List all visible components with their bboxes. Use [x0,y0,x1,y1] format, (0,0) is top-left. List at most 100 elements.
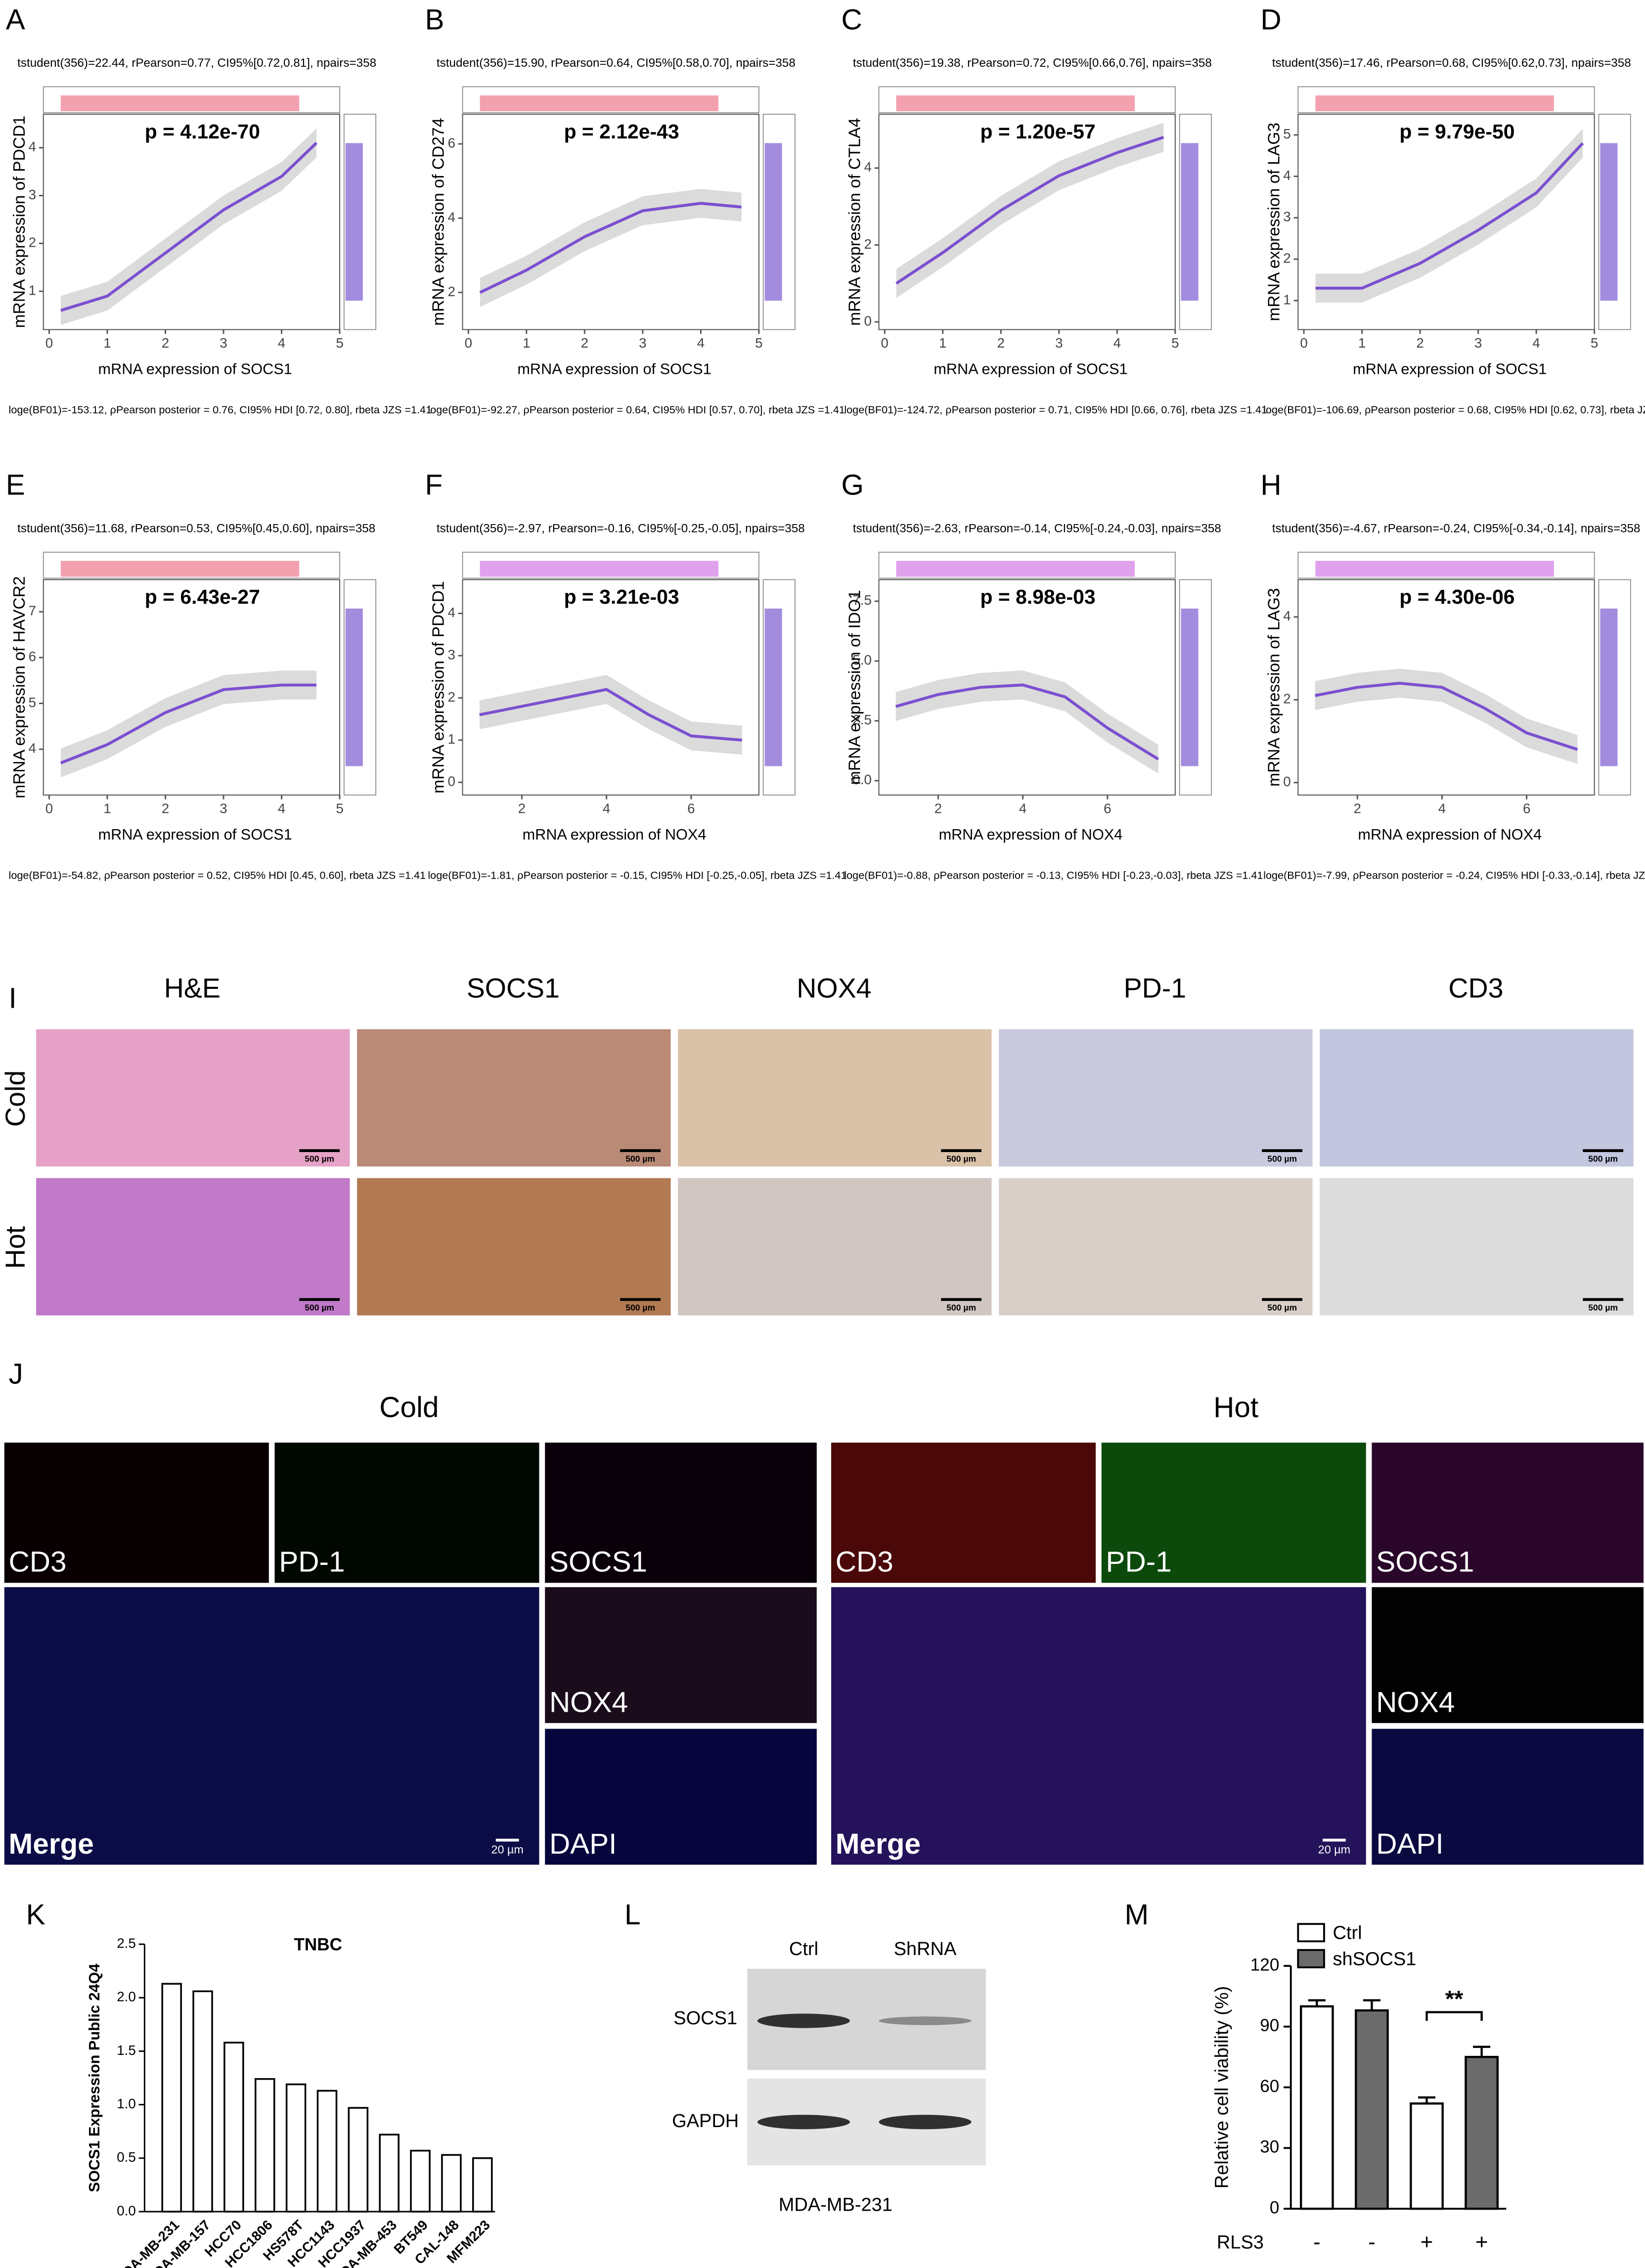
y-tick-label: 4 [1283,168,1290,183]
right-hist-frame [1179,114,1212,330]
ci-band [60,128,317,325]
panel-label: H [1260,469,1281,501]
bar [254,2078,275,2213]
x-tick-label: 6 [687,800,695,816]
bar [316,2090,338,2213]
panel-label: M [1125,1899,1149,1931]
x-tick-label: 4 [697,335,705,351]
band [879,2016,972,2025]
panel-label: D [1260,3,1281,36]
ihc-image [1320,1029,1634,1167]
if-image [4,1587,539,1865]
top-hist-frame [43,551,340,579]
top-hist-frame [1297,551,1595,579]
top-hist-fill [480,95,719,112]
scale-bar-label: 500 µm [946,1154,976,1163]
stats-bottom: loge(BF01)=-153.12, ρPearson posterior =… [9,403,432,416]
x-tick-label: 4 [1532,335,1540,351]
top-hist-frame [1297,86,1595,113]
y-tick-label: 60 [1260,2077,1279,2096]
tile-label: NOX4 [549,1686,628,1718]
legend-swatch [1297,1949,1325,1968]
column-header: CD3 [1448,973,1503,1003]
stats-top: tstudent(356)=-2.97, rPearson=-0.16, CI9… [437,522,805,535]
fit-line [895,683,1159,760]
x-tick-label: 2 [162,800,169,816]
x-axis-label: mRNA expression of SOCS1 [934,360,1127,378]
ci-band [1315,129,1583,303]
x-tick-label: 3 [1055,335,1063,351]
stats-bottom: loge(BF01)=-106.69, ρPearson posterior =… [1263,403,1645,416]
y-tick-label: 1 [1283,292,1290,307]
scale-bar-label: 500 µm [305,1302,334,1312]
tile-label: NOX4 [1376,1686,1455,1718]
tile-label: Merge [9,1828,94,1860]
right-hist-frame [762,114,796,330]
y-tick-label: 2 [1283,250,1290,266]
y-tick-label: 2.5 [117,1935,136,1951]
plot-frame [43,579,341,796]
y-tick-label: 2 [864,236,871,252]
ihc-image [357,1178,671,1316]
ci-band [896,123,1164,298]
error-bar [1363,1999,1380,2011]
bar [1355,2009,1389,2210]
top-hist-fill [1315,561,1554,577]
fit-line [479,202,742,294]
x-tick-label: 0 [1300,335,1307,351]
error-bar [1418,2096,1436,2104]
right-hist-frame [1598,114,1631,330]
if-image [831,1442,1096,1583]
x-tick-label: + [1421,2230,1433,2254]
x-tick-label: 5 [1171,335,1179,351]
ihc-image [678,1029,992,1167]
x-tick-label: - [1368,2230,1376,2254]
panel-label: J [9,1358,23,1390]
panel-label: I [9,982,17,1015]
x-tick-label: 6 [1104,800,1111,816]
x-tick-label: 2 [518,800,526,816]
tile-label: PD-1 [1106,1546,1172,1578]
fit-line [895,135,1164,285]
p-value: p = 8.98e-03 [980,585,1096,608]
ihc-image [999,1029,1313,1167]
fit-line [1315,142,1584,290]
stats-top: tstudent(356)=-4.67, rPearson=-0.24, CI9… [1272,522,1641,535]
x-tick-label: 5 [336,800,343,816]
y-tick-label: 3 [29,187,36,202]
x-tick-label: 2 [934,800,942,816]
tile-label: CD3 [9,1546,67,1578]
ihc-image [36,1178,350,1316]
stats-bottom: loge(BF01)=-124.72, ρPearson posterior =… [844,403,1267,416]
lane-label: Ctrl [789,1939,818,1959]
if-image [831,1587,1366,1865]
ihc-image [678,1178,992,1316]
top-hist-frame [878,86,1176,113]
right-hist-fill [1600,608,1618,766]
y-tick-label: 2.5 [852,712,872,727]
band [879,2115,972,2130]
tile-label: DAPI [549,1828,617,1860]
x-tick-label: 6 [1523,800,1530,816]
band [757,2115,850,2130]
x-tick-label: 4 [1438,800,1446,816]
x-tick-label: 3 [1474,335,1482,351]
scale-bar-label: 500 µm [1588,1302,1618,1312]
if-image [545,1729,817,1865]
x-tick-label: 2 [1353,800,1361,816]
scale-bar-label: 20 µm [491,1843,523,1856]
y-tick-label: 2 [447,689,455,705]
stats-top: tstudent(356)=22.44, rPearson=0.77, CI95… [17,56,376,70]
y-tick-label: 1.0 [117,2096,136,2111]
y-tick-label: 0 [447,774,455,789]
right-hist-frame [343,579,377,796]
x-tick-label: 4 [603,800,610,816]
y-tick-label: 0 [864,313,871,328]
column-header: PD-1 [1124,973,1187,1003]
bar [348,2107,369,2213]
y-tick-label: 4 [447,210,455,225]
y-axis-label: mRNA expression of LAG3 [1265,588,1283,787]
x-tick-label: 0 [45,335,53,351]
y-tick-label: 2.0 [117,1989,136,2004]
if-image [545,1442,817,1583]
